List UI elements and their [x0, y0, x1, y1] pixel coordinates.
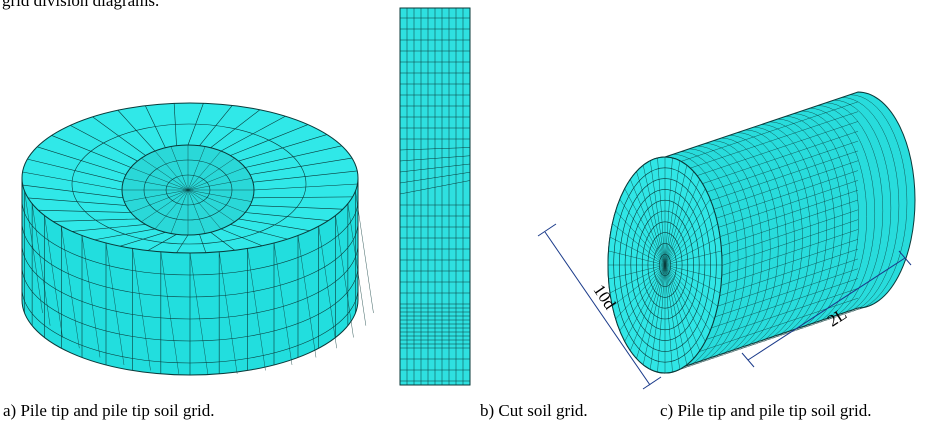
header-text: grid division diagrams. [2, 0, 159, 10]
caption: b) Cut soil grid. [480, 401, 588, 420]
panel-a-mesh [22, 103, 373, 375]
panel-c-mesh [608, 92, 915, 373]
panel-b-mesh [400, 8, 470, 385]
caption: c) Pile tip and pile tip soil grid. [660, 401, 872, 420]
figure: grid division diagrams. 10d 2L a) Pile t… [0, 0, 932, 428]
figure-svg: grid division diagrams. 10d 2L a) Pile t… [0, 0, 932, 428]
caption: a) Pile tip and pile tip soil grid. [3, 401, 215, 420]
